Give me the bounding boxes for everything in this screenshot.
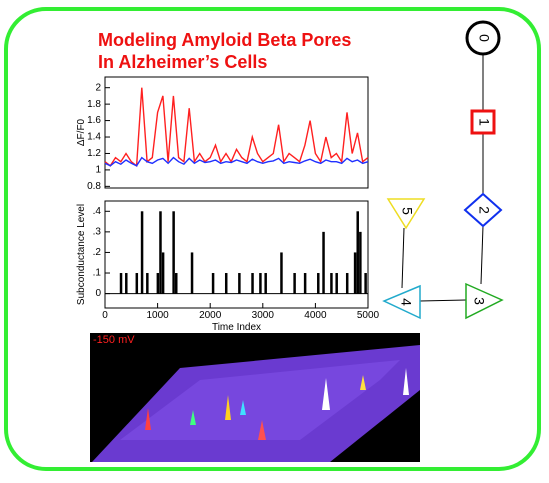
pulse <box>224 273 228 294</box>
pulse <box>119 273 123 294</box>
pulse <box>125 273 128 294</box>
x-tick-label: 5000 <box>357 310 380 321</box>
node-shape <box>470 109 496 135</box>
y-tick-label: 0.8 <box>87 181 101 192</box>
pulse <box>364 273 367 294</box>
x-tick-label: 0 <box>102 310 108 321</box>
x-tick-label: 2000 <box>199 310 222 321</box>
y-tick-label: 1.8 <box>87 99 101 110</box>
line-series <box>104 87 369 168</box>
node-label: 5 <box>399 207 415 215</box>
y-axis-label: Subconductance Level <box>76 204 87 305</box>
frame <box>4 7 541 471</box>
title: Modeling Amyloid Beta Pores <box>98 30 351 50</box>
y-tick-label: 1.2 <box>87 148 101 159</box>
node-shape <box>382 284 421 320</box>
pulse <box>293 273 296 294</box>
title: In Alzheimer’s Cells <box>98 52 267 72</box>
pulse <box>359 231 362 294</box>
pulse <box>146 273 149 294</box>
pulse <box>172 211 175 294</box>
pulse <box>251 273 254 294</box>
pulse <box>322 231 325 294</box>
pulse <box>280 252 283 294</box>
node-label: 3 <box>471 297 487 305</box>
x-tick-label: 1000 <box>146 310 169 321</box>
pulse <box>190 252 194 294</box>
y-tick-label: .4 <box>93 206 102 217</box>
node-label: 2 <box>476 206 492 214</box>
node-label: 4 <box>398 298 414 306</box>
pulse <box>303 273 307 294</box>
pulse <box>175 273 178 294</box>
pulse <box>135 273 139 294</box>
pulse <box>238 273 241 294</box>
surface-image <box>90 333 420 462</box>
y-tick-label: .3 <box>93 227 102 238</box>
pulse <box>211 273 215 294</box>
line-series <box>104 156 369 167</box>
y-axis-label: ΔF/F0 <box>76 118 87 146</box>
node-label: 1 <box>476 118 492 126</box>
x-axis-label: Time Index <box>212 322 261 333</box>
pulse <box>317 273 320 294</box>
y-tick-label: 2 <box>95 82 101 93</box>
image-label: -150 mV <box>93 334 135 346</box>
y-tick-label: 1.4 <box>87 132 101 143</box>
node-shape <box>386 198 426 230</box>
pulse <box>259 273 262 294</box>
pulse <box>264 273 267 294</box>
x-tick-label: 4000 <box>304 310 327 321</box>
pulse <box>156 273 160 294</box>
y-tick-label: 1.6 <box>87 115 101 126</box>
y-tick-label: 1 <box>95 165 101 176</box>
node-shape <box>465 282 504 320</box>
node-shape <box>463 192 503 228</box>
pulse <box>345 273 349 294</box>
pulse <box>356 211 359 294</box>
y-tick-label: .1 <box>93 268 102 279</box>
pulse <box>159 211 162 294</box>
y-tick-label: 0 <box>95 288 101 299</box>
plot-frame <box>104 200 369 309</box>
x-tick-label: 3000 <box>252 310 275 321</box>
y-tick-label: .2 <box>93 247 102 258</box>
pulse <box>140 211 144 294</box>
pulse <box>335 273 338 294</box>
pulse <box>161 252 165 294</box>
pulse <box>330 273 333 294</box>
pulse <box>353 252 357 294</box>
node-shape <box>465 20 501 56</box>
diagram-edges <box>401 55 484 302</box>
plot-frame <box>104 76 369 189</box>
node-label: 0 <box>476 34 492 42</box>
